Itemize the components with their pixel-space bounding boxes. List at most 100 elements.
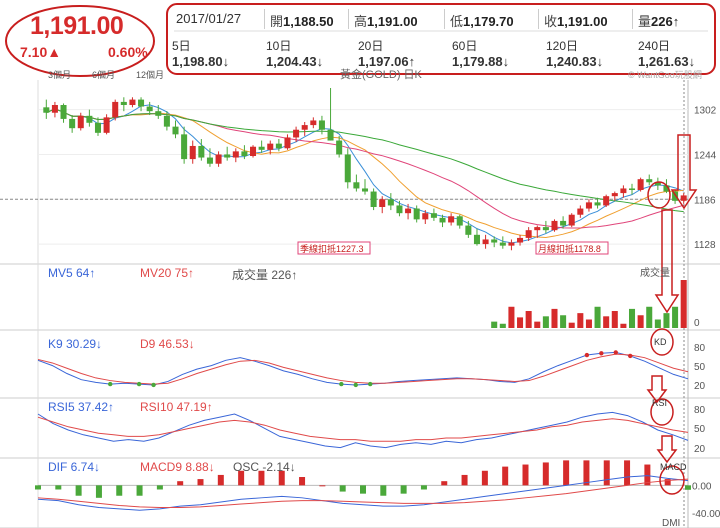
kd-tick-label: 20 bbox=[694, 381, 706, 392]
osc-bar bbox=[644, 464, 651, 486]
candle-body bbox=[155, 111, 162, 116]
price-tick-label: 1244 bbox=[694, 150, 717, 161]
volume-legend: 成交量 226↑ bbox=[232, 268, 298, 282]
kd-line bbox=[37, 353, 689, 385]
highlight-circle bbox=[659, 465, 685, 495]
dif-legend: DIF 6.74↓ bbox=[48, 460, 101, 474]
ma5-value: 1,198.80↓ bbox=[172, 54, 230, 69]
candle-body bbox=[310, 120, 317, 126]
candle-body bbox=[51, 105, 58, 113]
volume-bar bbox=[560, 315, 567, 328]
osc-bar bbox=[156, 485, 163, 490]
osc-legend: OSC -2.14↓ bbox=[233, 460, 296, 474]
date-value: 2017/01/27 bbox=[176, 11, 242, 26]
osc-bar bbox=[563, 460, 570, 486]
osc-bar bbox=[95, 485, 102, 498]
candle-body bbox=[508, 242, 515, 246]
macd9-legend: MACD9 8.88↓ bbox=[140, 460, 215, 474]
candle-body bbox=[473, 234, 480, 245]
rsi-line bbox=[37, 416, 689, 442]
low-field: 低1,179.70 bbox=[450, 14, 514, 29]
candle-body bbox=[172, 126, 179, 135]
osc-bar bbox=[685, 485, 691, 490]
kd-line bbox=[37, 351, 689, 386]
ma20-label: 20日 bbox=[358, 39, 384, 53]
rsi-tick-label: 80 bbox=[694, 405, 706, 416]
kd-marker bbox=[353, 382, 358, 388]
ma120-label: 120日 bbox=[546, 39, 579, 53]
candle-body bbox=[637, 179, 644, 190]
candle-body bbox=[542, 227, 549, 231]
volume-bar bbox=[594, 306, 601, 328]
price-tick-label: 1128 bbox=[694, 240, 716, 251]
annotation-box bbox=[297, 241, 371, 255]
candle-body bbox=[465, 225, 472, 235]
candle-body bbox=[198, 145, 205, 158]
period-12m[interactable]: 12個月 bbox=[136, 70, 165, 80]
d9-legend: D9 46.53↓ bbox=[140, 337, 195, 351]
volume-bar bbox=[542, 316, 549, 328]
price-circle bbox=[5, 5, 155, 77]
osc-bar bbox=[420, 485, 427, 490]
candle-body bbox=[138, 99, 145, 107]
candle-body bbox=[129, 99, 136, 105]
kd-marker bbox=[368, 381, 373, 387]
mv5-legend: MV5 64↑ bbox=[48, 266, 96, 280]
osc-bar bbox=[441, 481, 448, 486]
price-summary bbox=[4, 4, 156, 78]
open-field: 開1,188.50 bbox=[270, 14, 334, 29]
volume-bar bbox=[646, 306, 653, 328]
candle-body bbox=[525, 230, 532, 238]
osc-bar bbox=[116, 485, 123, 496]
annotation-month-line: 月線扣抵1178.8 bbox=[538, 243, 601, 254]
osc-bar bbox=[380, 485, 387, 496]
ohlc-panel-border bbox=[166, 3, 716, 75]
osc-bar bbox=[502, 466, 509, 486]
kd-marker bbox=[628, 353, 633, 359]
candle-body bbox=[422, 213, 429, 220]
price-change: 7.10▲ bbox=[20, 44, 62, 60]
osc-bar bbox=[55, 485, 62, 490]
down-arrow-icon bbox=[656, 435, 678, 464]
annotation-box bbox=[535, 241, 609, 255]
osc-bar bbox=[360, 485, 366, 494]
annotation-quarter-line: 季線扣抵1227.3 bbox=[300, 243, 364, 254]
rsi-line bbox=[37, 411, 689, 449]
highlight-circle bbox=[650, 398, 674, 426]
volume-bar bbox=[637, 315, 644, 328]
candle-body bbox=[215, 154, 222, 164]
candle-body bbox=[577, 208, 584, 215]
candle-body bbox=[353, 182, 360, 189]
last-price: 1,191.00 bbox=[30, 12, 124, 40]
ma120-value: 1,240.83↓ bbox=[546, 54, 604, 69]
osc-bar bbox=[481, 470, 488, 486]
period-6m[interactable]: 6個月 bbox=[92, 70, 116, 80]
volume-bar bbox=[517, 317, 524, 328]
price-tick-label: 1302 bbox=[694, 106, 717, 117]
osc-bar bbox=[177, 481, 184, 486]
volume-bar bbox=[568, 322, 575, 328]
period-3m[interactable]: 3個月 bbox=[48, 70, 72, 80]
ma-line bbox=[46, 104, 684, 244]
candle-body bbox=[517, 237, 524, 243]
volume-bar bbox=[672, 306, 679, 328]
candle-body bbox=[551, 220, 558, 231]
candle-body bbox=[568, 214, 575, 226]
close-field: 收1,191.00 bbox=[544, 14, 608, 29]
volume-bar bbox=[663, 313, 670, 328]
rsi-tick-label: 50 bbox=[694, 424, 706, 435]
volume-bar bbox=[585, 319, 592, 328]
candle-body bbox=[318, 120, 325, 130]
candle-body bbox=[336, 140, 343, 155]
candle-body bbox=[405, 208, 412, 214]
ma10-value: 1,204.43↓ bbox=[266, 54, 324, 69]
ma-line bbox=[46, 108, 684, 238]
candle-body bbox=[77, 115, 84, 129]
dmi-tag: DMI bbox=[662, 518, 680, 528]
chart-area: 1302 1244 1186 1128 季線扣抵1227.3 月線扣抵1178.8 成交量 0… bbox=[0, 80, 720, 528]
kd-tick-label: 50 bbox=[694, 362, 706, 373]
mv20-legend: MV20 75↑ bbox=[140, 266, 195, 280]
volume-bar bbox=[654, 319, 661, 328]
candle-body bbox=[534, 227, 541, 231]
candle-body bbox=[620, 188, 627, 194]
